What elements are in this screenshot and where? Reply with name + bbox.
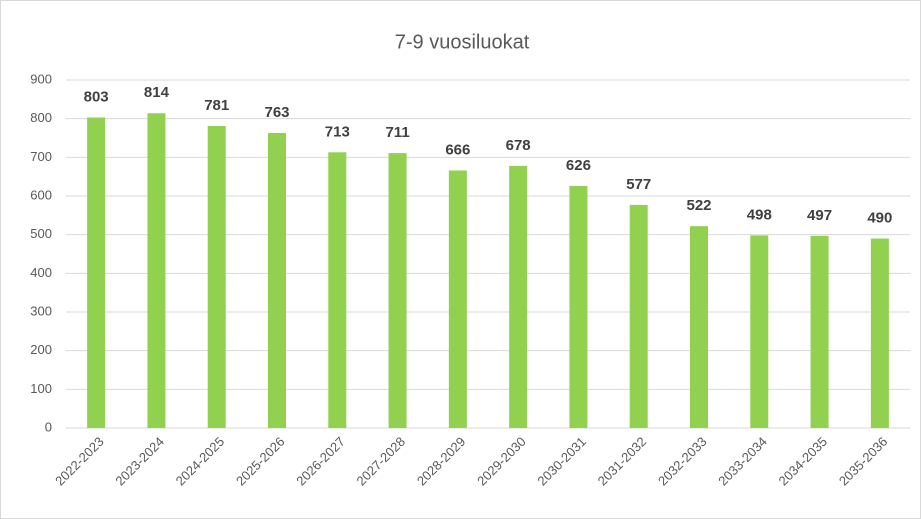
bar bbox=[870, 238, 889, 428]
y-tick-label: 600 bbox=[30, 187, 52, 202]
bar bbox=[509, 165, 528, 428]
bar bbox=[388, 153, 407, 428]
data-label: 678 bbox=[506, 137, 531, 154]
bar bbox=[690, 226, 708, 428]
y-tick-label: 0 bbox=[45, 419, 52, 434]
bar bbox=[750, 235, 769, 428]
y-tick-label: 100 bbox=[30, 381, 52, 396]
bar bbox=[87, 117, 106, 429]
y-tick-label: 900 bbox=[30, 71, 52, 86]
bar bbox=[147, 113, 166, 429]
bar bbox=[448, 170, 467, 429]
y-tick-label: 200 bbox=[30, 342, 52, 357]
bar bbox=[810, 235, 829, 428]
data-label: 498 bbox=[747, 206, 772, 223]
y-tick-label: 300 bbox=[30, 303, 52, 318]
data-label: 711 bbox=[385, 124, 409, 141]
bar bbox=[569, 185, 588, 428]
data-label: 803 bbox=[84, 88, 109, 105]
data-label: 781 bbox=[204, 97, 229, 114]
bar bbox=[328, 152, 347, 428]
y-tick-label: 400 bbox=[30, 265, 52, 280]
bar bbox=[268, 132, 286, 428]
data-label: 577 bbox=[626, 176, 651, 193]
y-tick-label: 500 bbox=[30, 226, 52, 241]
data-label: 497 bbox=[807, 207, 832, 224]
data-label: 814 bbox=[144, 84, 170, 101]
data-label: 626 bbox=[566, 157, 591, 174]
data-label: 763 bbox=[264, 104, 289, 121]
data-label: 522 bbox=[686, 197, 711, 214]
y-tick-label: 700 bbox=[30, 149, 52, 164]
bar bbox=[207, 126, 226, 428]
y-tick-label: 800 bbox=[30, 110, 52, 125]
data-label: 490 bbox=[867, 210, 892, 227]
data-label: 713 bbox=[325, 123, 350, 140]
chart-title: 7-9 vuosiluokat bbox=[395, 31, 530, 53]
bar bbox=[629, 204, 648, 428]
data-label: 666 bbox=[445, 141, 470, 158]
